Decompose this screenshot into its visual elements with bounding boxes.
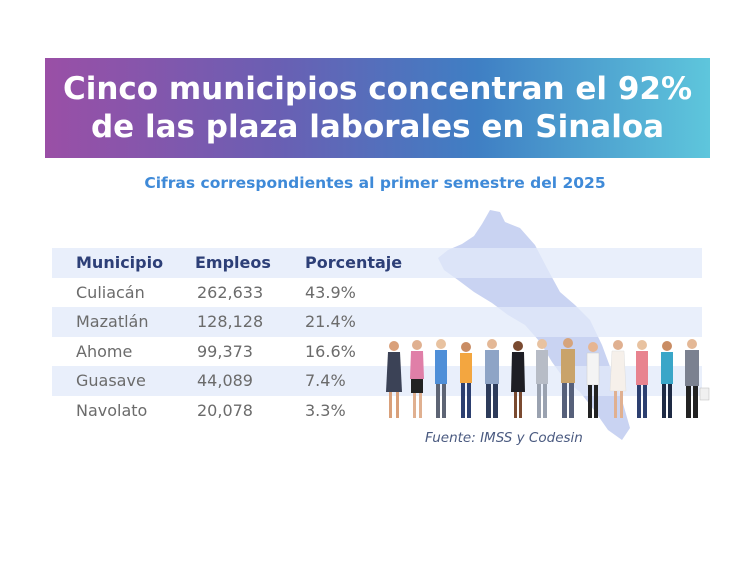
person-figure bbox=[410, 340, 424, 418]
header-empleos: Empleos bbox=[195, 253, 271, 272]
person-figure bbox=[561, 338, 575, 418]
source-note: Fuente: IMSS y Codesin bbox=[425, 430, 583, 446]
table-row: Culiacán 262,633 43.9% bbox=[52, 278, 702, 308]
person-figure bbox=[685, 339, 710, 418]
header-municipio: Municipio bbox=[76, 253, 164, 272]
cell-porcentaje: 16.6% bbox=[305, 341, 356, 361]
cell-empleos: 44,089 bbox=[197, 371, 253, 390]
person-figure bbox=[435, 339, 447, 418]
table-header-row: Municipio Empleos Porcentaje bbox=[52, 248, 702, 278]
cell-porcentaje: 3.3% bbox=[305, 400, 346, 420]
cell-empleos: 262,633 bbox=[197, 282, 264, 302]
cell-municipio: Guasave bbox=[76, 371, 146, 390]
cell-municipio: Ahome bbox=[76, 341, 133, 361]
table-row: Navolato 20,078 3.3% bbox=[52, 396, 702, 426]
cell-empleos: 99,373 bbox=[197, 341, 253, 361]
title-line-1: Cinco municipios concentran el 92% bbox=[62, 71, 693, 107]
title-line-2: de las plaza laborales en Sinaloa bbox=[90, 109, 665, 145]
cell-porcentaje: 21.4% bbox=[305, 312, 356, 331]
people-group-illustration bbox=[386, 338, 710, 418]
person-figure bbox=[586, 342, 600, 418]
cell-empleos: 128,128 bbox=[197, 312, 264, 331]
person-figure bbox=[485, 339, 499, 418]
person-figure bbox=[511, 341, 525, 418]
cell-porcentaje: 7.4% bbox=[305, 371, 346, 390]
subtitle: Cifras correspondientes al primer semest… bbox=[144, 174, 606, 192]
person-figure bbox=[661, 341, 673, 418]
cell-municipio: Culiacán bbox=[76, 282, 145, 302]
cell-porcentaje: 43.9% bbox=[305, 282, 356, 302]
title-banner: Cinco municipios concentran el 92% de la… bbox=[45, 58, 710, 158]
cell-municipio: Navolato bbox=[76, 400, 148, 420]
cell-empleos: 20,078 bbox=[197, 400, 253, 420]
person-figure bbox=[386, 341, 402, 418]
person-figure bbox=[609, 340, 627, 418]
person-figure bbox=[536, 339, 548, 418]
table-row: Mazatlán 128,128 21.4% bbox=[52, 307, 702, 337]
person-figure bbox=[636, 340, 648, 418]
header-porcentaje: Porcentaje bbox=[305, 253, 403, 272]
table-row: Ahome 99,373 16.6% bbox=[52, 337, 702, 367]
person-figure bbox=[460, 342, 472, 418]
cell-municipio: Mazatlán bbox=[76, 312, 149, 331]
